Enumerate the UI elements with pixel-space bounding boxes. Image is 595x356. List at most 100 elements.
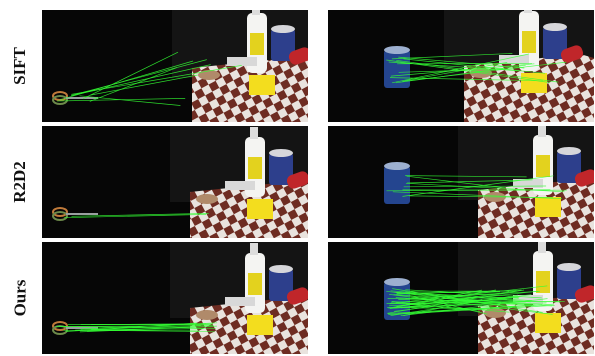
paint-can-lid <box>557 147 581 155</box>
bottle-label <box>536 271 550 293</box>
bottle-cap <box>252 10 260 15</box>
match-line <box>392 53 530 84</box>
bowl <box>198 70 220 80</box>
row-label-text: SIFT <box>9 47 29 85</box>
paint-can <box>269 153 293 185</box>
red-can <box>288 47 308 65</box>
scene-r2d2-can <box>328 126 594 238</box>
red-can <box>286 287 308 305</box>
match-line <box>401 289 482 306</box>
match-line <box>396 290 517 295</box>
blue-can <box>384 166 410 204</box>
match-line <box>89 67 178 102</box>
panel-sift-can <box>328 10 594 122</box>
match-line <box>90 74 198 96</box>
match-line <box>402 61 567 82</box>
bottle-cap <box>250 243 258 255</box>
paint-can-lid <box>269 265 293 273</box>
match-line <box>387 289 525 314</box>
match-line <box>409 295 488 315</box>
panel-sift-scissors <box>42 10 308 122</box>
domino-box <box>513 295 543 304</box>
blue-can <box>384 50 410 88</box>
scissors-handle <box>52 207 68 217</box>
bottle-cap <box>524 10 532 13</box>
match-line <box>84 328 204 331</box>
match-line <box>63 214 207 219</box>
match-line <box>398 299 561 303</box>
paint-can-lid <box>269 149 293 157</box>
match-line <box>403 58 546 74</box>
scene-sift-scissors <box>42 10 308 122</box>
match-line <box>71 65 242 95</box>
match-line <box>397 62 532 65</box>
match-line <box>398 56 525 69</box>
match-line <box>403 185 547 188</box>
bottle-label <box>248 273 262 295</box>
scene-r2d2-scissors <box>42 126 308 238</box>
bowl <box>196 194 218 204</box>
paint-can <box>269 269 293 301</box>
match-line <box>388 289 496 309</box>
match-line <box>82 51 179 100</box>
match-line <box>70 59 207 96</box>
match-lines <box>55 322 218 333</box>
scene-ours-scissors <box>42 242 308 354</box>
yellow-box <box>535 313 561 333</box>
bowl <box>196 310 218 320</box>
bottle-label <box>248 157 262 179</box>
blue-can-lid <box>384 278 410 286</box>
match-line <box>388 305 555 315</box>
domino-box <box>499 55 529 64</box>
bottle-label <box>250 33 264 55</box>
scene-ours-can <box>328 242 594 354</box>
row-label-r2d2: R2D2 <box>0 126 40 238</box>
match-line <box>59 326 216 329</box>
yellow-box <box>247 315 273 335</box>
row-label-sift: SIFT <box>0 10 40 122</box>
yellow-box <box>247 199 273 219</box>
match-line <box>71 213 209 217</box>
match-line <box>406 179 533 184</box>
paint-can-lid <box>271 25 295 33</box>
blue-can-lid <box>384 46 410 54</box>
bottle-cap <box>538 242 546 253</box>
scissors-handle <box>52 321 68 331</box>
red-can <box>286 171 308 189</box>
match-line <box>386 59 550 83</box>
paint-can <box>271 29 295 61</box>
scene-sift-can <box>328 10 594 122</box>
bottle-label <box>522 31 536 53</box>
domino-box <box>513 179 543 188</box>
panel-ours-scissors <box>42 242 308 354</box>
match-line <box>400 298 548 317</box>
domino-box <box>227 57 257 66</box>
blue-can-lid <box>384 162 410 170</box>
match-line <box>405 182 565 193</box>
match-line <box>63 329 200 332</box>
panel-ours-can <box>328 242 594 354</box>
scissors-handle <box>52 211 68 221</box>
match-line <box>394 301 526 309</box>
paint-can <box>557 151 581 183</box>
match-line <box>404 62 508 82</box>
match-lines <box>386 175 567 200</box>
paint-can-lid <box>543 23 567 31</box>
paint-can <box>543 27 567 59</box>
panel-r2d2-scissors <box>42 126 308 238</box>
bottle-cap <box>250 127 258 139</box>
match-lines <box>386 285 565 317</box>
panel-r2d2-can <box>328 126 594 238</box>
match-lines <box>57 51 242 106</box>
match-line <box>390 63 535 77</box>
scissors-handle <box>52 95 68 105</box>
domino-box <box>225 297 255 306</box>
yellow-box <box>521 73 547 93</box>
match-lines <box>386 53 567 84</box>
match-line <box>57 98 186 102</box>
row-label-text: Ours <box>10 279 29 317</box>
match-line <box>406 303 510 313</box>
paint-can-lid <box>557 263 581 271</box>
bowl <box>484 308 506 318</box>
bottle-cap <box>538 126 546 137</box>
